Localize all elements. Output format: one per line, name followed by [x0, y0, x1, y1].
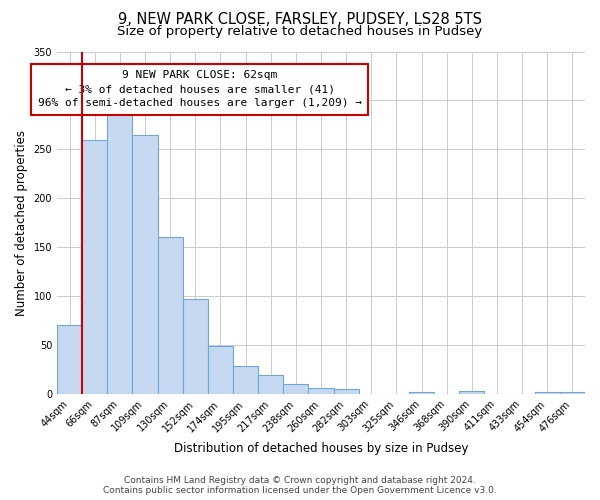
- Bar: [208, 346, 233, 394]
- Bar: [183, 299, 208, 394]
- X-axis label: Distribution of detached houses by size in Pudsey: Distribution of detached houses by size …: [174, 442, 468, 455]
- Text: Contains HM Land Registry data © Crown copyright and database right 2024.
Contai: Contains HM Land Registry data © Crown c…: [103, 476, 497, 495]
- Bar: [535, 392, 560, 394]
- Bar: [334, 389, 359, 394]
- Y-axis label: Number of detached properties: Number of detached properties: [15, 130, 28, 316]
- Bar: [560, 392, 585, 394]
- Bar: [308, 388, 334, 394]
- Bar: [158, 238, 183, 394]
- Bar: [459, 391, 484, 394]
- Bar: [233, 366, 258, 394]
- Bar: [258, 376, 283, 394]
- Bar: [133, 134, 158, 394]
- Bar: [409, 392, 434, 394]
- Bar: [283, 384, 308, 394]
- Text: Size of property relative to detached houses in Pudsey: Size of property relative to detached ho…: [118, 25, 482, 38]
- Bar: [57, 326, 82, 394]
- Text: 9, NEW PARK CLOSE, FARSLEY, PUDSEY, LS28 5TS: 9, NEW PARK CLOSE, FARSLEY, PUDSEY, LS28…: [118, 12, 482, 28]
- Bar: [107, 108, 133, 394]
- Bar: [82, 140, 107, 394]
- Text: 9 NEW PARK CLOSE: 62sqm
← 3% of detached houses are smaller (41)
96% of semi-det: 9 NEW PARK CLOSE: 62sqm ← 3% of detached…: [38, 70, 362, 108]
